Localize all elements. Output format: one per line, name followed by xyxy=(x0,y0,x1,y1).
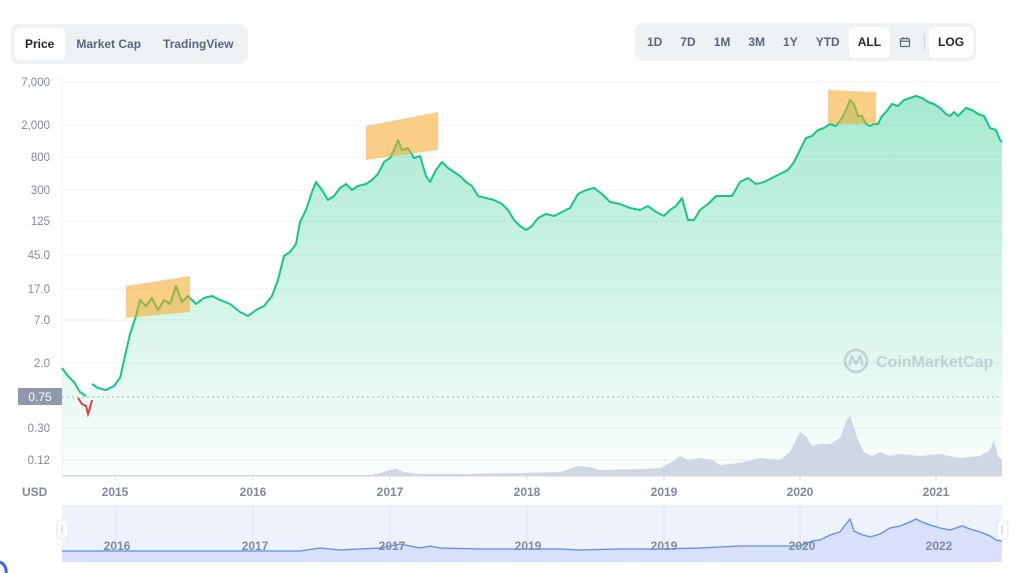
navigator-tick: 2019 xyxy=(515,539,542,553)
x-tick: 2015 xyxy=(102,485,129,499)
date-picker-button[interactable] xyxy=(890,27,920,58)
x-tick: 2021 xyxy=(923,485,950,499)
price-line-below-reference xyxy=(77,397,93,418)
y-tick: 0.12 xyxy=(28,455,50,467)
navigator-left-handle[interactable] xyxy=(56,519,69,540)
x-axis: 2015 2016 2017 2018 2019 2020 2021 xyxy=(102,476,950,499)
coinmarketcap-logo-icon xyxy=(843,348,869,374)
highlight-2017 xyxy=(366,112,438,160)
range-navigator[interactable]: 2016 2017 2017 2019 2019 2020 2022 xyxy=(56,505,1009,562)
range-3m[interactable]: 3M xyxy=(739,27,774,58)
navigator-line xyxy=(62,517,1003,552)
y-tick: 800 xyxy=(31,152,50,164)
price-line xyxy=(61,95,1003,397)
navigator-tick: 2022 xyxy=(926,539,953,553)
time-range-selector: 1D 7D 1M 3M 1Y YTD ALL LOG xyxy=(635,23,977,61)
tab-tradingview[interactable]: TradingView xyxy=(152,28,244,60)
y-tick: 300 xyxy=(31,185,50,197)
y-tick: 17.0 xyxy=(28,284,50,296)
navigator-tick: 2017 xyxy=(379,539,406,553)
tab-market-cap[interactable]: Market Cap xyxy=(65,28,152,60)
range-1m[interactable]: 1M xyxy=(705,27,740,58)
x-tick: 2020 xyxy=(787,485,814,499)
navigator-tick: 2020 xyxy=(789,539,816,553)
log-scale-toggle[interactable]: LOG xyxy=(929,26,974,58)
range-all[interactable]: ALL xyxy=(848,26,891,58)
volume-bars xyxy=(62,415,1002,476)
price-area-fill xyxy=(62,96,1002,475)
x-tick: 2017 xyxy=(377,485,404,499)
calendar-icon xyxy=(899,37,911,48)
highlight-2015 xyxy=(126,276,190,318)
navigator-right-handle[interactable] xyxy=(996,519,1009,540)
navigator-tick: 2019 xyxy=(651,539,678,553)
chart-type-tabs: Price Market Cap TradingView xyxy=(11,24,248,64)
y-tick: 7.0 xyxy=(34,315,50,327)
navigator-tick: 2017 xyxy=(242,539,269,553)
range-1y[interactable]: 1Y xyxy=(774,27,807,58)
current-price-tag xyxy=(18,388,62,405)
y-tick: 2.0 xyxy=(34,358,50,370)
y-tick: 45.0 xyxy=(28,250,50,262)
y-tick: 125 xyxy=(31,216,50,228)
y-tick: 2,000 xyxy=(21,120,50,132)
watermark-text: CoinMarketCap xyxy=(876,354,994,371)
range-7d[interactable]: 7D xyxy=(671,27,704,58)
tab-price[interactable]: Price xyxy=(14,28,66,60)
divider xyxy=(924,34,926,50)
x-tick: 2019 xyxy=(651,485,678,499)
highlight-2020 xyxy=(828,90,876,124)
y-tick: 0.30 xyxy=(28,423,50,435)
x-tick: 2016 xyxy=(240,485,267,499)
range-ytd[interactable]: YTD xyxy=(807,27,849,58)
x-tick: 2018 xyxy=(514,485,541,499)
y-tick: 7,000 xyxy=(21,77,50,89)
watermark: CoinMarketCap xyxy=(843,348,994,374)
y-axis: 7,000 2,000 800 300 125 45.0 17.0 7.0 2.… xyxy=(21,77,50,467)
navigator-tick: 2016 xyxy=(104,539,131,553)
currency-label: USD xyxy=(22,485,48,499)
range-1d[interactable]: 1D xyxy=(638,27,671,58)
highlight-regions xyxy=(126,90,876,318)
partial-logo-icon xyxy=(0,560,8,573)
current-price-label: 0.75 xyxy=(28,390,52,404)
